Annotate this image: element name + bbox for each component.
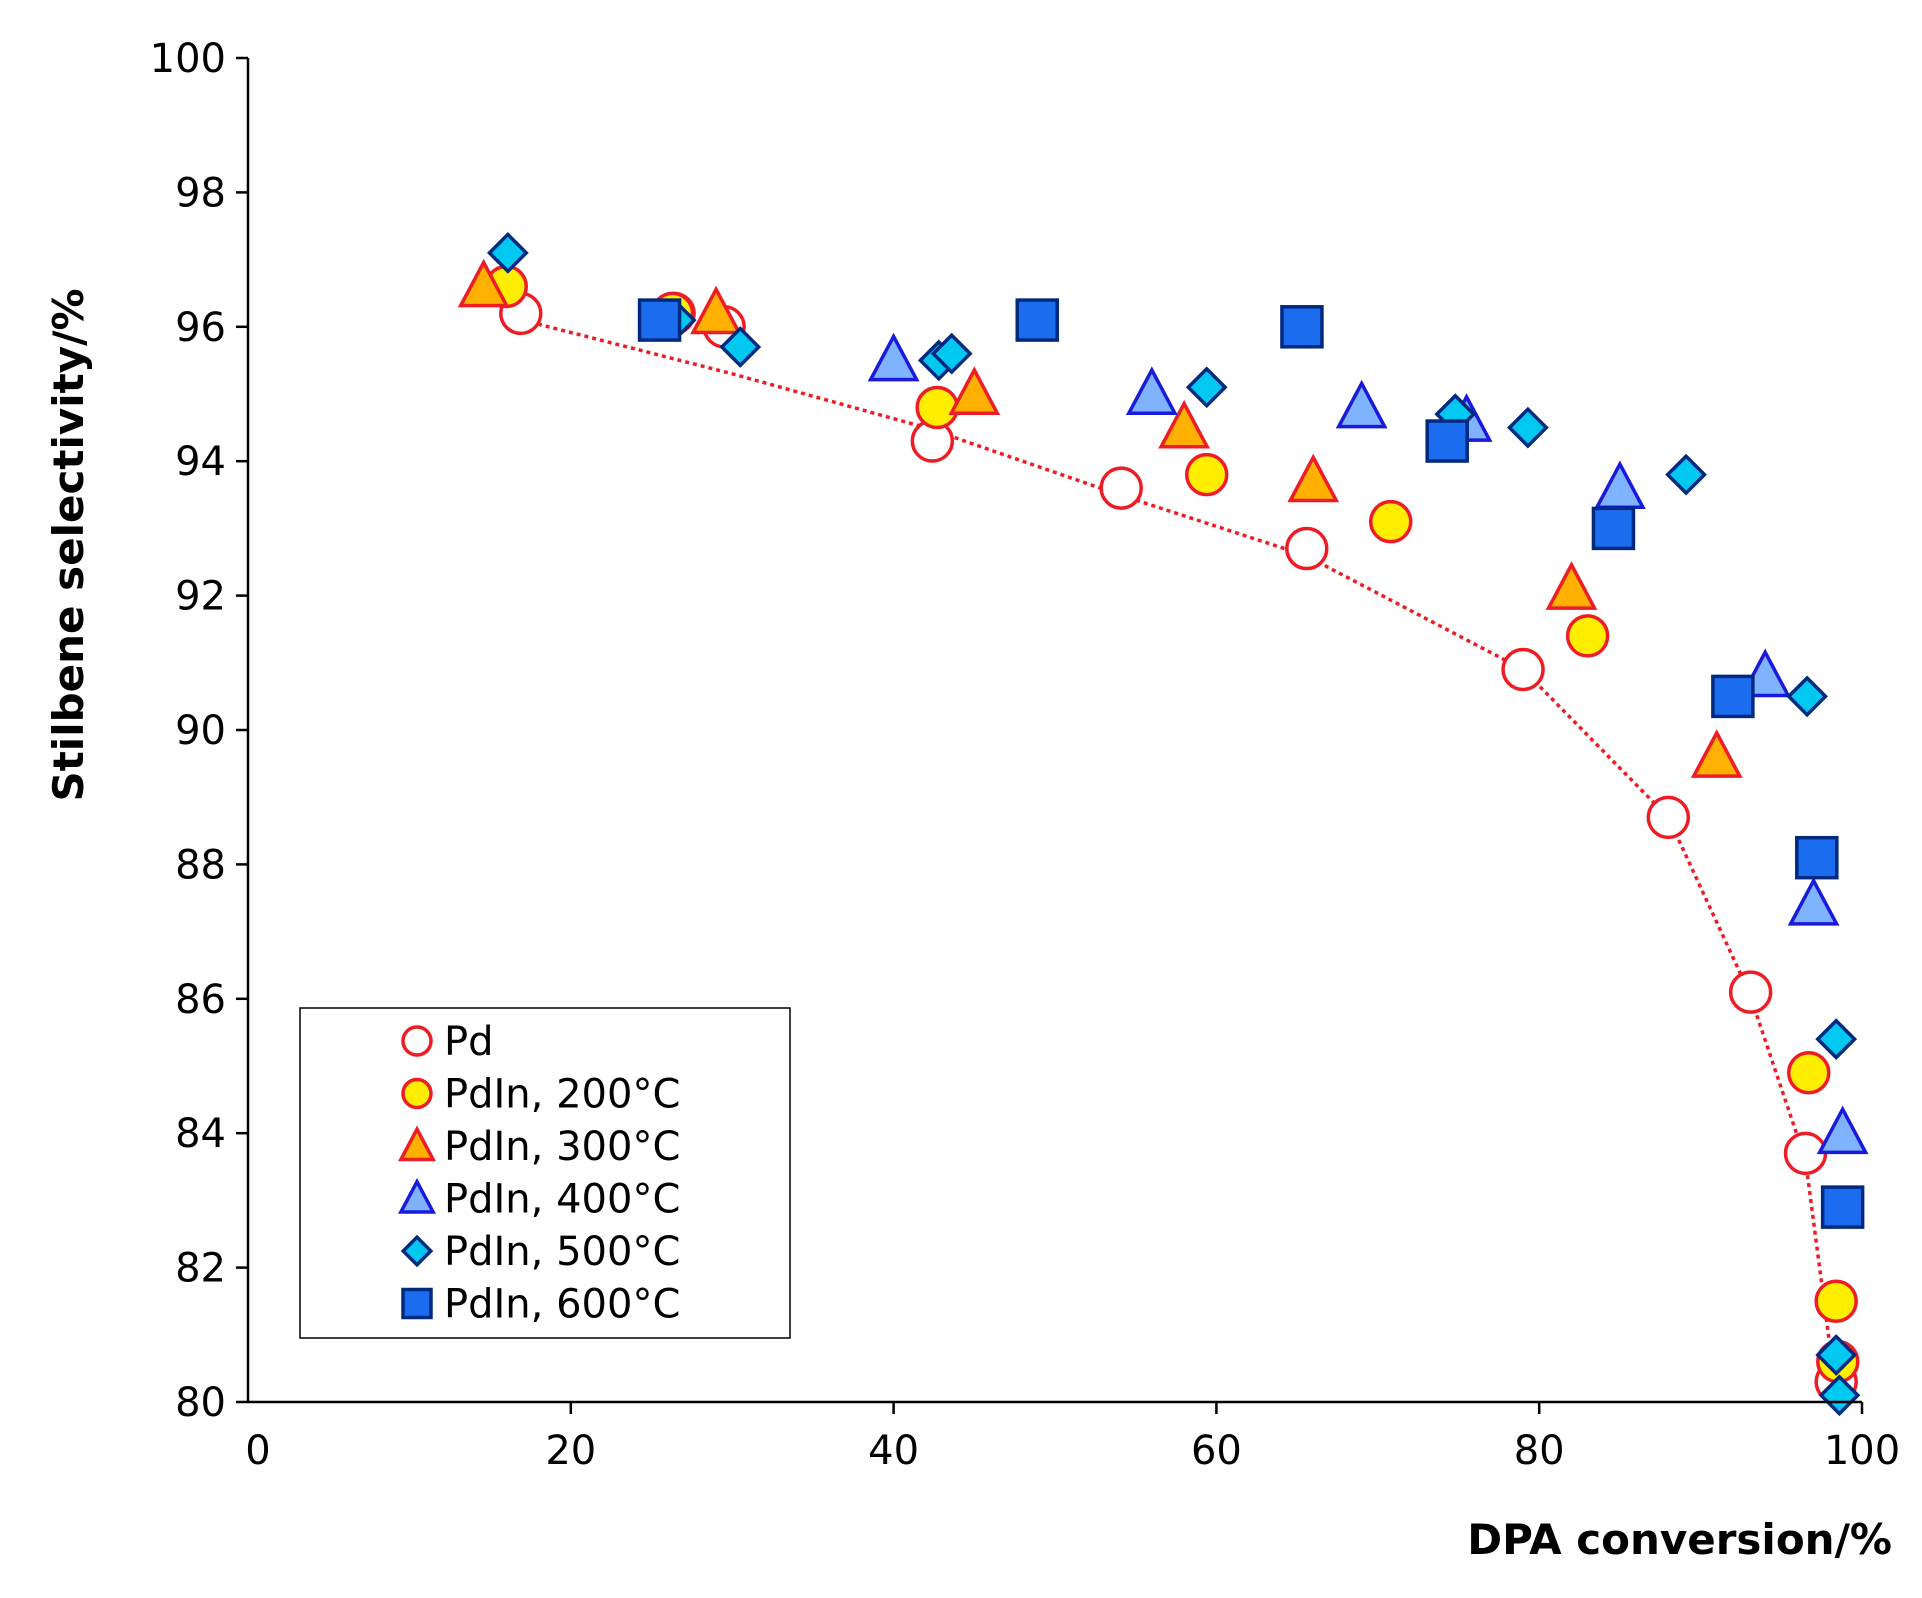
x-tick-label: 0 bbox=[245, 1428, 270, 1474]
data-point-series-1 bbox=[1368, 499, 1413, 544]
y-tick-label: 80 bbox=[175, 1380, 226, 1426]
legend: Pd PdIn, 200°C PdIn, 300°C PdIn, 400°C PdIn,… bbox=[299, 1007, 791, 1339]
legend-marker bbox=[400, 1234, 434, 1268]
data-point-series-2 bbox=[690, 285, 742, 335]
y-tick-label: 96 bbox=[175, 305, 226, 351]
data-point-series-1 bbox=[1184, 452, 1229, 497]
x-ticks: 0 20 40 60 80 100 bbox=[245, 1402, 1900, 1474]
data-point-series-2 bbox=[1287, 453, 1340, 503]
data-point-series-2 bbox=[1158, 399, 1211, 449]
data-point-series-5 bbox=[1015, 298, 1059, 342]
data-point-series-5 bbox=[1591, 506, 1636, 551]
data-point-series-0 bbox=[1646, 795, 1691, 840]
legend-marker bbox=[401, 1077, 433, 1110]
data-point-series-0 bbox=[1099, 466, 1143, 510]
data-point-series-3 bbox=[867, 332, 920, 382]
data-point-series-4 bbox=[719, 326, 762, 368]
legend-marker bbox=[401, 1287, 433, 1320]
legend-label: Pd bbox=[444, 1019, 494, 1065]
y-tick-label: 92 bbox=[175, 574, 226, 620]
y-tick-label: 94 bbox=[175, 439, 226, 485]
data-point-series-3 bbox=[1335, 379, 1388, 429]
y-tick-label: 82 bbox=[175, 1246, 226, 1292]
trendline-layer bbox=[521, 318, 1837, 1383]
y-tick-label: 100 bbox=[150, 36, 226, 82]
legend-marker bbox=[397, 1125, 437, 1162]
x-tick-label: 60 bbox=[1191, 1428, 1242, 1474]
legend-label: PdIn, 200°C bbox=[444, 1072, 680, 1118]
y-ticks: 80 82 84 86 88 90 92 94 96 98 100 bbox=[150, 36, 248, 1426]
data-point-series-1 bbox=[1565, 614, 1610, 658]
data-point-series-2 bbox=[1690, 729, 1743, 778]
data-point-series-2 bbox=[457, 258, 510, 308]
x-tick-label: 40 bbox=[868, 1428, 919, 1474]
data-point-series-1 bbox=[1786, 1050, 1831, 1095]
data-point-series-4 bbox=[1507, 406, 1549, 449]
data-point-series-4 bbox=[1786, 675, 1828, 718]
data-point-series-4 bbox=[1815, 1334, 1858, 1376]
y-tick-label: 84 bbox=[175, 1111, 226, 1157]
data-point-series-3 bbox=[1125, 366, 1178, 415]
data-point-series-5 bbox=[637, 298, 682, 342]
legend-marker bbox=[397, 1177, 437, 1214]
legend-items: Pd PdIn, 200°C PdIn, 300°C PdIn, 400°C PdIn,… bbox=[397, 1019, 680, 1328]
x-tick-label: 100 bbox=[1824, 1428, 1900, 1474]
x-axis-title: DPA conversion/% bbox=[1467, 1515, 1892, 1564]
data-point-series-0 bbox=[1285, 526, 1329, 571]
y-tick-label: 98 bbox=[175, 170, 226, 216]
data-point-series-0 bbox=[1501, 647, 1545, 692]
data-point-series-5 bbox=[1425, 419, 1469, 463]
legend-marker bbox=[401, 1025, 433, 1057]
data-point-series-1 bbox=[1814, 1279, 1858, 1323]
data-point-series-4 bbox=[1818, 1374, 1861, 1417]
data-point-series-4 bbox=[486, 232, 529, 274]
data-point-series-5 bbox=[1820, 1185, 1865, 1229]
data-point-series-5 bbox=[1795, 835, 1839, 880]
legend-box bbox=[299, 1007, 791, 1339]
data-point-series-4 bbox=[930, 332, 973, 375]
y-tick-label: 86 bbox=[175, 977, 226, 1023]
legend-label: PdIn, 300°C bbox=[444, 1124, 680, 1170]
data-point-series-5 bbox=[1280, 305, 1324, 349]
x-tick-label: 80 bbox=[1514, 1428, 1565, 1474]
data-point-series-4 bbox=[1665, 453, 1707, 496]
legend-label: PdIn, 500°C bbox=[444, 1229, 680, 1275]
data-point-series-3 bbox=[1816, 1105, 1869, 1155]
y-tick-label: 88 bbox=[175, 842, 226, 888]
data-point-series-3 bbox=[1593, 460, 1646, 510]
data-point-series-4 bbox=[1815, 1018, 1858, 1060]
data-point-series-4 bbox=[1185, 366, 1228, 409]
data-point-series-2 bbox=[1545, 561, 1598, 610]
pd-trendline bbox=[521, 318, 1837, 1383]
x-tick-label: 20 bbox=[545, 1428, 596, 1474]
data-point-series-5 bbox=[1711, 674, 1755, 719]
data-point-series-0 bbox=[1728, 970, 1773, 1014]
y-tick-label: 90 bbox=[175, 708, 226, 754]
data-point-series-3 bbox=[1787, 876, 1840, 926]
data-point-series-2 bbox=[948, 366, 1001, 415]
data-points-layer bbox=[457, 232, 1869, 1417]
y-axis-title: Stilbene selectivity/% bbox=[44, 288, 93, 801]
legend-label: PdIn, 400°C bbox=[444, 1177, 680, 1223]
legend-label: PdIn, 600°C bbox=[444, 1282, 680, 1328]
data-point-series-1 bbox=[915, 385, 959, 430]
